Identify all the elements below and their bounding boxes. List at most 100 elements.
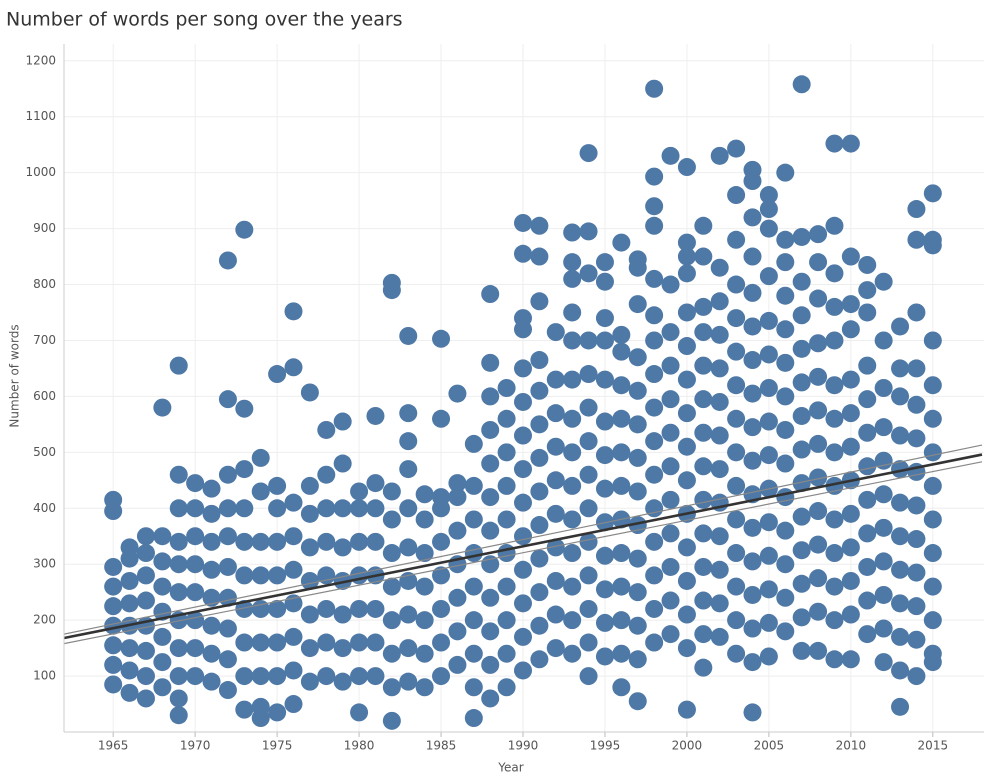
point (399, 326, 418, 345)
point (268, 633, 287, 652)
point (677, 303, 696, 322)
point (169, 667, 188, 686)
point (727, 230, 746, 249)
point (218, 527, 237, 546)
point (612, 476, 631, 495)
point (727, 476, 746, 495)
point (399, 432, 418, 451)
point (743, 317, 762, 336)
x-tick-label: 1980 (344, 739, 375, 753)
point (743, 418, 762, 437)
point (727, 510, 746, 529)
point (645, 465, 664, 484)
point (743, 552, 762, 571)
point (186, 527, 205, 546)
point (743, 351, 762, 370)
point (628, 415, 647, 434)
point (612, 611, 631, 630)
point (858, 255, 877, 274)
point (333, 499, 352, 518)
point (186, 583, 205, 602)
point (317, 499, 336, 518)
point (661, 390, 680, 409)
point (694, 297, 713, 316)
point (759, 186, 778, 205)
point (874, 619, 893, 638)
point (579, 331, 598, 350)
point (809, 401, 828, 420)
point (809, 535, 828, 554)
point (595, 370, 614, 389)
point (448, 521, 467, 540)
point (809, 434, 828, 453)
point (218, 465, 237, 484)
point (874, 485, 893, 504)
point (759, 613, 778, 632)
y-tick-label: 400 (33, 501, 56, 515)
point (776, 286, 795, 305)
point (694, 658, 713, 677)
point (825, 510, 844, 529)
point (153, 552, 172, 571)
point (759, 647, 778, 666)
point (514, 493, 532, 512)
point (415, 510, 434, 529)
point (317, 566, 336, 585)
point (300, 672, 319, 691)
point (907, 530, 926, 549)
point (432, 667, 451, 686)
point (268, 566, 287, 585)
point (776, 163, 795, 182)
point (530, 482, 549, 501)
point (743, 585, 762, 604)
point (563, 611, 582, 630)
point (841, 247, 860, 266)
point (530, 415, 549, 434)
point (136, 641, 155, 660)
point (153, 627, 172, 646)
point (792, 272, 811, 291)
point (645, 499, 664, 518)
point (202, 672, 221, 691)
point (792, 474, 811, 493)
point (792, 541, 811, 560)
point (104, 597, 123, 616)
point (136, 689, 155, 708)
point (710, 392, 729, 411)
point (645, 79, 664, 98)
point (268, 667, 287, 686)
point (595, 309, 614, 328)
point (235, 460, 254, 479)
point (776, 521, 795, 540)
point (497, 678, 516, 697)
point (891, 661, 910, 680)
point (612, 577, 631, 596)
point (579, 599, 598, 618)
point (546, 605, 565, 624)
point (497, 510, 516, 529)
point (399, 639, 418, 658)
point (153, 527, 172, 546)
point (727, 186, 746, 205)
point (677, 404, 696, 423)
point (612, 233, 631, 252)
point (399, 460, 418, 479)
point (727, 577, 746, 596)
point (464, 510, 483, 529)
point (809, 641, 828, 660)
point (628, 381, 647, 400)
y-tick-label: 200 (33, 613, 56, 627)
y-tick-label: 300 (33, 557, 56, 571)
point (661, 323, 680, 342)
point (104, 675, 123, 694)
point (628, 295, 647, 314)
point (628, 348, 647, 367)
point (661, 557, 680, 576)
point (645, 365, 664, 384)
point (432, 633, 451, 652)
point (595, 479, 614, 498)
point (825, 376, 844, 395)
y-tick-label: 600 (33, 389, 56, 403)
point (382, 644, 401, 663)
point (825, 216, 844, 235)
